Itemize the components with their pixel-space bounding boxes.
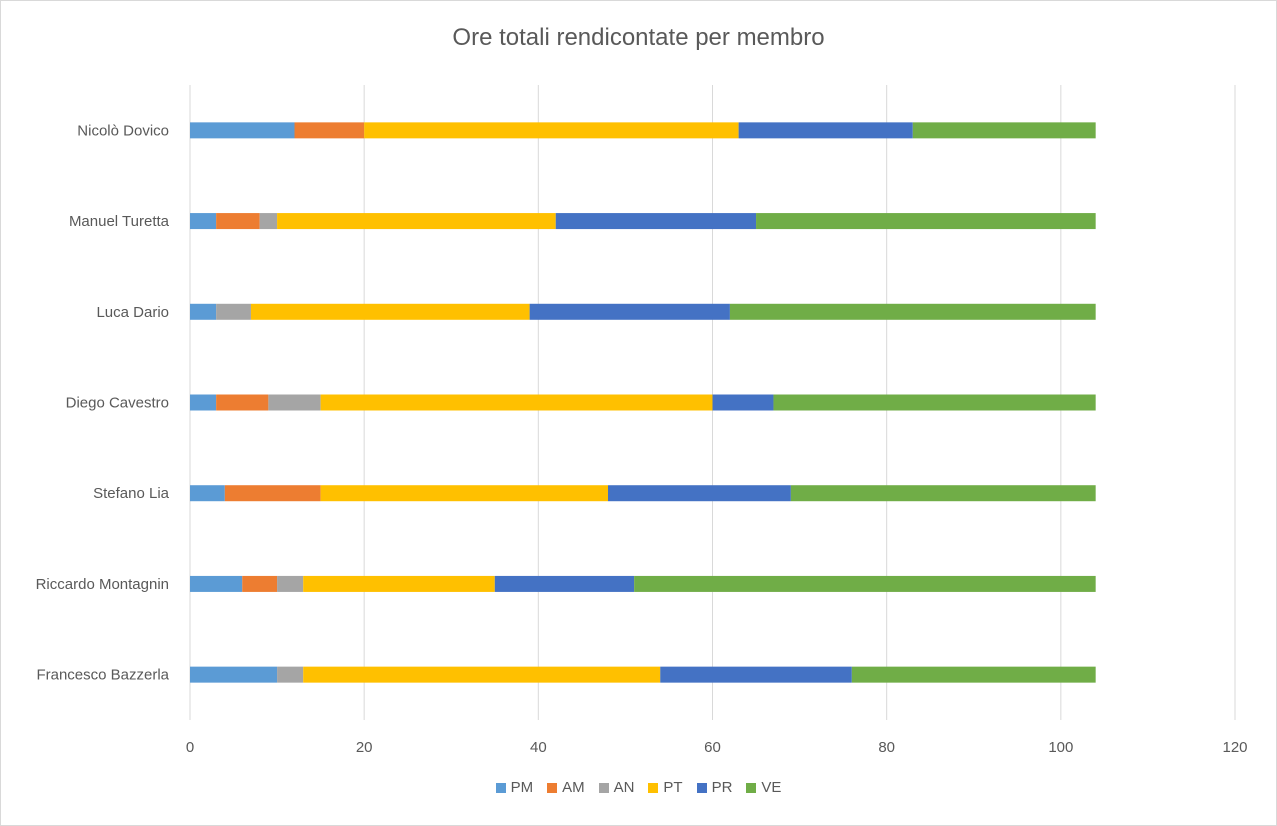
bar-segment-am [224,485,321,502]
bar-segment-am [216,394,269,411]
y-category-label: Francesco Bazzerla [36,667,169,684]
legend: PM AM AN PT PR VE [0,779,1277,796]
bar-segment-ve [756,213,1096,230]
bars [190,122,1096,683]
bar-segment-an [277,666,304,683]
legend-item-an: AN [598,779,635,796]
bar-segment-pr [555,213,757,230]
x-axis-ticks: 0 20 40 60 80 100 120 [186,739,1248,756]
x-tick-label: 80 [878,739,895,756]
x-tick-label: 20 [356,739,373,756]
bar-segment-ve [912,122,1096,139]
bar-segment-pt [320,485,608,502]
bar-segment-pt [303,666,661,683]
bar-segment-pm [190,485,225,502]
bar-segment-pr [738,122,913,139]
legend-swatch [495,782,506,793]
legend-label: PM [510,779,534,796]
y-axis-categories: Nicolò Dovico Manuel Turetta Luca Dario Die… [36,122,170,683]
y-category-label: Diego Cavestro [66,395,169,412]
bar-segment-ve [790,485,1096,502]
bar-segment-an [277,575,304,592]
legend-swatch [746,782,757,793]
legend-swatch [648,782,659,793]
legend-label: AN [613,779,635,796]
x-tick-label: 40 [530,739,547,756]
x-tick-label: 100 [1048,739,1073,756]
bar-segment-am [294,122,365,139]
legend-label: AM [562,779,585,796]
legend-item-pr: PR [696,779,733,796]
legend-item-pt: PT [648,779,683,796]
bar-segment-pt [364,122,739,139]
bar-segment-pm [190,122,295,139]
legend-label: PR [711,779,733,796]
bar-segment-pm [190,666,278,683]
legend-label: VE [761,779,782,796]
bar-segment-ve [851,666,1096,683]
bar-segment-pm [190,213,217,230]
legend-item-am: AM [547,779,585,796]
x-tick-label: 0 [186,739,194,756]
y-category-label: Nicolò Dovico [77,122,169,139]
y-category-label: Manuel Turetta [69,213,170,230]
chart-title: Ore totali rendicontate per membro [452,24,825,51]
legend-swatch [547,782,558,793]
x-tick-label: 60 [704,739,721,756]
bar-segment-pm [190,394,217,411]
legend-label: PT [663,779,683,796]
y-category-label: Luca Dario [96,304,169,321]
bar-segment-an [216,303,251,320]
bar-segment-pt [320,394,713,411]
bar-segment-pt [303,575,495,592]
bar-segment-ve [773,394,1096,411]
legend-item-ve: VE [746,779,781,796]
bar-segment-am [216,213,260,230]
legend-swatch [598,782,609,793]
bar-segment-pm [190,303,217,320]
bar-segment-pr [660,666,852,683]
bar-segment-pr [494,575,635,592]
legend-swatch [696,782,707,793]
bar-segment-ve [634,575,1096,592]
bar-segment-pt [277,213,556,230]
bar-segment-pr [712,394,774,411]
bar-segment-pm [190,575,243,592]
bar-segment-pt [250,303,530,320]
y-category-label: Stefano Lia [93,485,170,502]
bar-segment-an [268,394,321,411]
legend-item-pm: PM [495,779,534,796]
bar-segment-an [259,213,278,230]
x-tick-label: 120 [1222,739,1247,756]
bar-segment-ve [729,303,1096,320]
bar-segment-am [242,575,278,592]
y-category-label: Riccardo Montagnin [36,576,169,593]
bar-segment-pr [529,303,730,320]
bar-segment-pr [608,485,791,502]
